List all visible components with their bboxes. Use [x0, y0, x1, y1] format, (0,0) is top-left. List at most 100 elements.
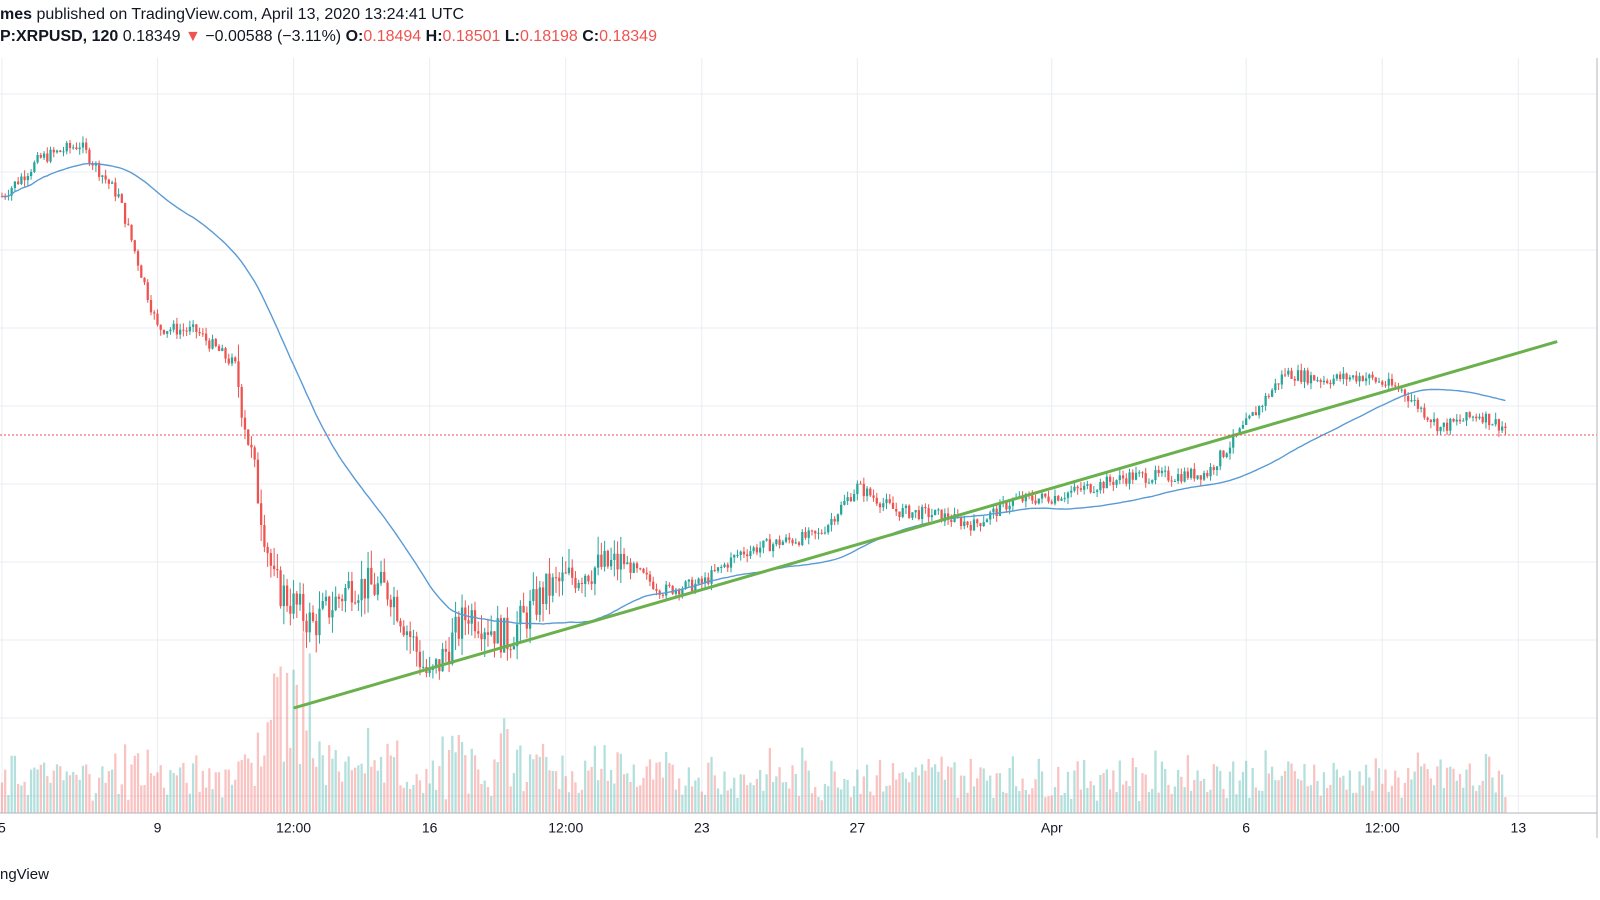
volume-bar	[1432, 785, 1436, 813]
volume-bar	[1332, 762, 1335, 813]
candle-body	[1021, 496, 1024, 502]
candle-body	[1364, 378, 1368, 381]
candle-body	[457, 616, 460, 639]
candle-body	[1206, 473, 1209, 477]
candle-body	[1313, 375, 1316, 381]
candle-body	[26, 175, 29, 181]
volume-bar	[256, 732, 260, 813]
volume-bar	[65, 771, 68, 813]
volume-bar	[515, 749, 519, 813]
candle-body	[1400, 389, 1403, 391]
candle-body	[256, 459, 260, 504]
candle-body	[1183, 471, 1186, 482]
candle-body	[1251, 412, 1254, 416]
candle-body	[389, 599, 392, 608]
symbol-label[interactable]: P:XRPUSD, 120	[0, 28, 119, 45]
volume-bar	[81, 765, 85, 813]
candle-body	[1326, 380, 1329, 383]
candlesticks	[0, 136, 1507, 680]
candle-body	[1044, 493, 1047, 497]
volume-bar	[956, 797, 959, 813]
candle-body	[1196, 475, 1199, 479]
volume-bar	[1374, 758, 1377, 813]
candle-body	[1115, 480, 1118, 485]
volume-bar	[1504, 797, 1507, 813]
candle-body	[285, 585, 289, 606]
volume-bar	[1475, 791, 1478, 813]
candle-body	[804, 531, 807, 538]
candle-body	[1089, 484, 1092, 493]
candle-body	[447, 651, 451, 665]
volume-bar	[503, 718, 506, 813]
x-tick-label: 12:00	[1365, 819, 1400, 835]
candle-body	[1180, 474, 1183, 482]
candle-body	[697, 578, 700, 584]
candle-body	[240, 387, 243, 418]
candle-body	[710, 570, 713, 584]
volume-bar	[681, 794, 684, 813]
volume-bar	[872, 795, 875, 813]
volume-bar	[525, 781, 528, 813]
volume-bar	[36, 769, 39, 813]
volume-bar	[357, 765, 360, 813]
candle-body	[1118, 475, 1121, 481]
candle-body	[234, 357, 237, 362]
candle-body	[885, 499, 888, 504]
volume-bar	[49, 782, 52, 813]
volume-bar	[963, 775, 966, 813]
volume-bar	[506, 729, 509, 813]
candle-body	[642, 568, 645, 573]
candle-body	[1319, 380, 1322, 383]
candle-body	[869, 488, 872, 496]
candle-body	[464, 607, 467, 621]
volume-bar	[1112, 770, 1115, 813]
volume-bar	[1264, 750, 1267, 813]
volume-bar	[1407, 768, 1410, 813]
volume-bar	[1452, 768, 1455, 813]
candle-body	[344, 587, 347, 602]
volume-bar	[454, 752, 457, 813]
candle-body	[107, 179, 111, 184]
volume-bar	[1335, 769, 1339, 813]
volume-bar	[133, 755, 136, 813]
candle-body	[1076, 486, 1079, 489]
candle-body	[493, 631, 496, 644]
volume-bar	[493, 759, 496, 813]
volume-bar	[930, 767, 934, 813]
volume-bar	[574, 782, 577, 813]
volume-bar	[1478, 785, 1481, 813]
candle-body	[331, 610, 334, 618]
author-name[interactable]: mes	[0, 6, 33, 23]
candle-body	[966, 521, 969, 525]
volume-bar	[1361, 785, 1364, 813]
candle-body	[1245, 418, 1248, 426]
candle-body	[162, 329, 166, 334]
volume-bar	[512, 773, 516, 813]
candle-body	[810, 530, 814, 532]
candle-body	[460, 607, 464, 639]
volume-bar	[140, 785, 143, 813]
candle-body	[496, 618, 499, 644]
candle-body	[665, 584, 668, 596]
volume-bar	[428, 783, 431, 813]
candle-body	[334, 596, 337, 611]
volume-bar	[538, 756, 541, 813]
candle-body	[606, 550, 609, 567]
candle-body	[1465, 412, 1468, 421]
candle-body	[175, 323, 179, 335]
volume-bar	[749, 782, 752, 813]
candle-body	[357, 600, 360, 603]
low-label: L:	[504, 28, 520, 45]
volume-bar	[1423, 763, 1426, 813]
candle-body	[78, 147, 81, 150]
volume-bar	[1465, 769, 1468, 813]
candle-body	[42, 153, 46, 158]
candle-body	[972, 519, 976, 531]
candle-body	[1316, 380, 1319, 382]
volume-bar	[976, 778, 979, 813]
volume-bar	[23, 781, 26, 813]
candle-body	[127, 223, 130, 225]
candle-body	[739, 551, 742, 556]
